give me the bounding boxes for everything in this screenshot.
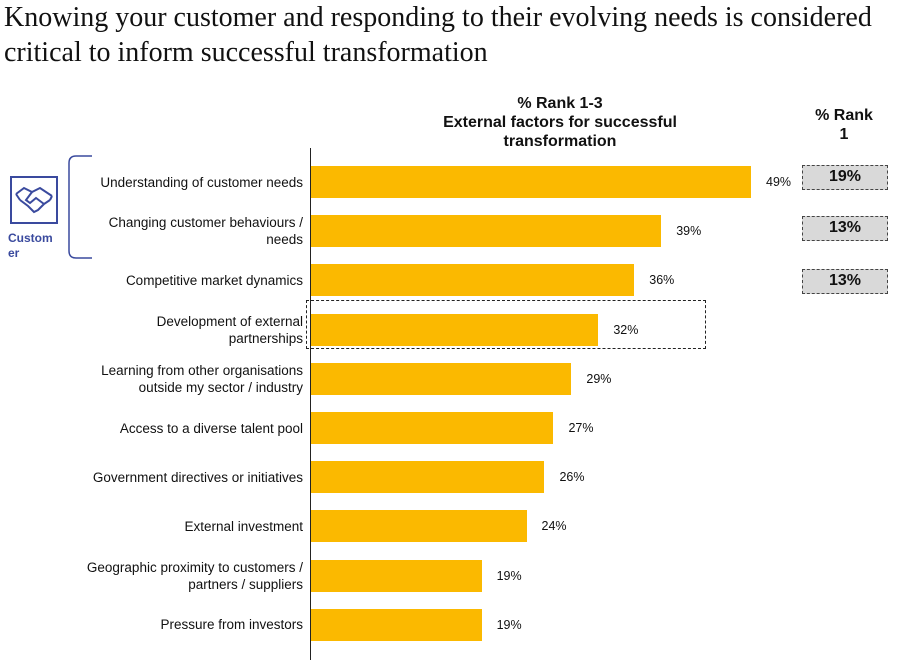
category-axis (310, 148, 311, 660)
value-label: 19% (496, 617, 522, 632)
page-title: Knowing your customer and responding to … (4, 2, 872, 68)
category-label: Understanding of customer needs (100, 174, 303, 190)
bar (311, 608, 482, 641)
rank1-value-box: 13% (802, 269, 888, 294)
bar (311, 510, 527, 543)
value-label: 32% (613, 322, 639, 337)
category-label: Geographic proximity to customers / part… (86, 559, 303, 592)
category-label: External investment (184, 518, 303, 534)
category-label: Changing customer behaviours / needs (108, 215, 303, 248)
value-label: 26% (559, 470, 585, 485)
rank1-value-box: 13% (802, 216, 888, 241)
bar (311, 461, 545, 494)
highlight-box (306, 300, 706, 349)
category-label: Learning from other organisations outsid… (101, 362, 303, 395)
bar (311, 313, 599, 346)
category-label: Government directives or initiatives (92, 469, 303, 485)
rank1-value-box: 19% (802, 165, 888, 190)
value-label: 24% (541, 519, 567, 534)
value-label: 19% (496, 568, 522, 583)
chart-title: % Rank 1-3 External factors for successf… (443, 95, 677, 150)
value-label: 27% (568, 421, 594, 435)
bar (311, 362, 572, 395)
bar (311, 559, 482, 592)
handshake-icon (10, 176, 58, 224)
bar (311, 166, 751, 198)
category-label: Access to a diverse talent pool (119, 420, 303, 436)
bar (311, 412, 554, 444)
value-label: 49% (766, 175, 792, 189)
value-label: 39% (676, 224, 702, 239)
category-label: Pressure from investors (160, 617, 303, 633)
value-label: 36% (649, 273, 675, 288)
value-label: 29% (586, 371, 612, 386)
rank1-heading: % Rank 1 (815, 107, 873, 143)
category-label: Competitive market dynamics (125, 272, 303, 288)
category-label: Development of external partnerships (156, 313, 303, 346)
customer-bracket (68, 155, 92, 259)
bar (311, 215, 662, 248)
customer-group-label: Custom er (8, 231, 53, 260)
bar (311, 264, 635, 297)
